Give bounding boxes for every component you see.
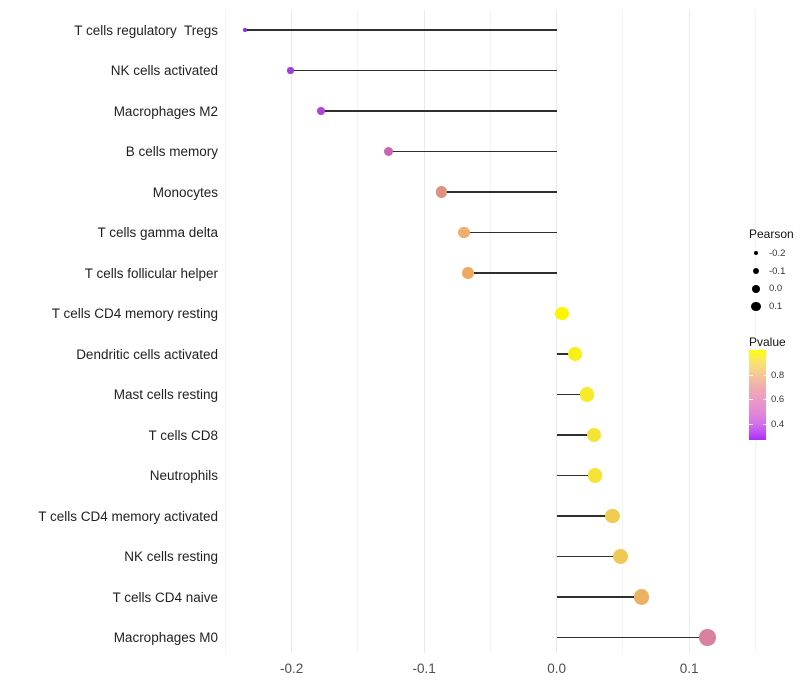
pvalue-bar-tick bbox=[749, 399, 753, 401]
lollipop-dot bbox=[435, 186, 448, 198]
major-gridline bbox=[556, 10, 558, 653]
x-axis-tick-label: 0.0 bbox=[547, 661, 567, 676]
major-gridline bbox=[688, 10, 690, 653]
minor-gridline bbox=[357, 10, 359, 653]
lollipop-stem bbox=[556, 353, 576, 355]
lollipop-dot bbox=[287, 67, 294, 74]
category-label: T cells gamma delta bbox=[97, 225, 218, 240]
lollipop-dot bbox=[587, 468, 603, 483]
category-label: Macrophages M2 bbox=[113, 103, 218, 119]
pearson-legend-dot bbox=[752, 267, 760, 275]
pearson-legend-title: Pearson bbox=[749, 227, 794, 241]
category-label: Mast cells resting bbox=[113, 387, 218, 402]
category-label: T cells CD4 memory resting bbox=[51, 306, 218, 321]
lollipop-dot bbox=[604, 508, 620, 524]
category-label: NK cells resting bbox=[124, 549, 218, 564]
lollipop-stem bbox=[556, 393, 588, 396]
pearson-legend-dot bbox=[753, 251, 759, 256]
lollipop-stem bbox=[245, 29, 557, 31]
pearson-legend-dot bbox=[751, 302, 761, 312]
lollipop-stem bbox=[556, 596, 642, 598]
lollipop-dot bbox=[555, 306, 569, 321]
lollipop-stem bbox=[556, 434, 594, 436]
pvalue-tick-label: 0.8 bbox=[771, 369, 785, 381]
category-label: T cells follicular helper bbox=[84, 265, 218, 281]
category-label: Macrophages M0 bbox=[113, 630, 218, 645]
category-label: T cells CD4 naive bbox=[112, 589, 218, 605]
x-axis-tick-label: -0.1 bbox=[412, 661, 436, 676]
category-label: T cells regulatory Tregs bbox=[74, 22, 218, 38]
minor-gridline bbox=[224, 10, 226, 653]
lollipop-stem bbox=[463, 231, 557, 234]
x-axis-tick-label: 0.1 bbox=[679, 661, 699, 676]
category-label: Dendritic cells activated bbox=[76, 346, 218, 362]
lollipop-dot bbox=[579, 387, 595, 402]
major-gridline bbox=[291, 10, 293, 653]
lollipop-dot bbox=[568, 346, 583, 362]
pvalue-bar-tick bbox=[762, 424, 766, 426]
pearson-legend-label: -0.2 bbox=[769, 247, 786, 259]
category-label: T cells CD8 bbox=[148, 427, 218, 443]
x-axis-tick-label: -0.2 bbox=[280, 661, 304, 676]
major-gridline bbox=[423, 10, 425, 653]
pvalue-legend-title: Pvalue bbox=[749, 335, 786, 349]
lollipop-stem bbox=[556, 636, 708, 639]
lollipop-dot bbox=[586, 427, 602, 443]
lollipop-dot bbox=[383, 146, 394, 157]
lollipop-stem bbox=[556, 474, 596, 477]
pearson-legend-dot bbox=[752, 285, 760, 293]
lollipop-dot bbox=[633, 589, 650, 605]
minor-gridline bbox=[489, 10, 491, 653]
lollipop-stem bbox=[467, 272, 557, 274]
category-label: B cells memory bbox=[125, 144, 218, 159]
category-label: Neutrophils bbox=[149, 468, 218, 483]
minor-gridline bbox=[622, 10, 624, 653]
pvalue-bar-tick bbox=[762, 374, 766, 376]
pvalue-tick-label: 0.6 bbox=[771, 394, 785, 406]
pvalue-gradient-bar bbox=[749, 350, 766, 440]
lollipop-dot bbox=[462, 267, 474, 279]
lollipop-dot bbox=[317, 107, 325, 115]
lollipop-stem bbox=[320, 110, 557, 112]
lollipop-stem bbox=[441, 191, 557, 193]
pearson-legend-label: -0.1 bbox=[769, 265, 786, 277]
pvalue-tick-label: 0.4 bbox=[771, 419, 785, 431]
pvalue-bar-tick bbox=[749, 424, 753, 426]
pearson-legend-label: 0.1 bbox=[769, 301, 783, 313]
category-label: T cells CD4 memory activated bbox=[38, 508, 218, 524]
lollipop-dot bbox=[612, 548, 628, 564]
lollipop-dot bbox=[458, 226, 470, 239]
lollipop-dot bbox=[699, 629, 717, 646]
lollipop-stem bbox=[556, 515, 613, 517]
pvalue-bar-tick bbox=[762, 399, 766, 401]
lollipop-stem bbox=[556, 555, 621, 558]
pvalue-bar-tick bbox=[749, 374, 753, 376]
lollipop-stem bbox=[290, 69, 557, 72]
lollipop-stem bbox=[388, 150, 557, 153]
category-label: Monocytes bbox=[152, 184, 218, 200]
minor-gridline bbox=[754, 10, 756, 653]
pearson-legend-label: 0.0 bbox=[769, 283, 783, 295]
legend: Pearson -0.2 -0.1 0.0 0.1 Pvalue 0.8 0.6 0.4 bbox=[737, 227, 800, 457]
lollipop-dot bbox=[243, 28, 248, 32]
category-label: NK cells activated bbox=[110, 63, 218, 78]
